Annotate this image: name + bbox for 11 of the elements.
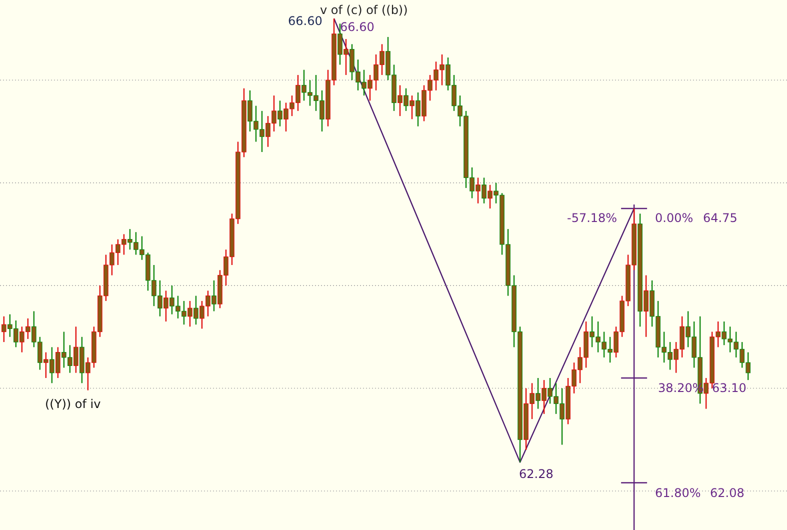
- annotation: 63.10: [712, 381, 746, 395]
- annotation: 62.28: [519, 467, 554, 481]
- annotation: 61.80%: [655, 486, 701, 500]
- annotation: v of (c) of ((b)): [320, 3, 408, 17]
- annotation: 0.00%: [655, 211, 694, 225]
- annotation: 64.75: [703, 211, 738, 225]
- annotation: ((Y)) of iv: [45, 397, 101, 411]
- annotation: 66.60: [340, 20, 374, 34]
- annotation: 66.60: [288, 14, 322, 28]
- annotation: 62.08: [710, 486, 744, 500]
- annotation: -57.18%: [567, 211, 618, 225]
